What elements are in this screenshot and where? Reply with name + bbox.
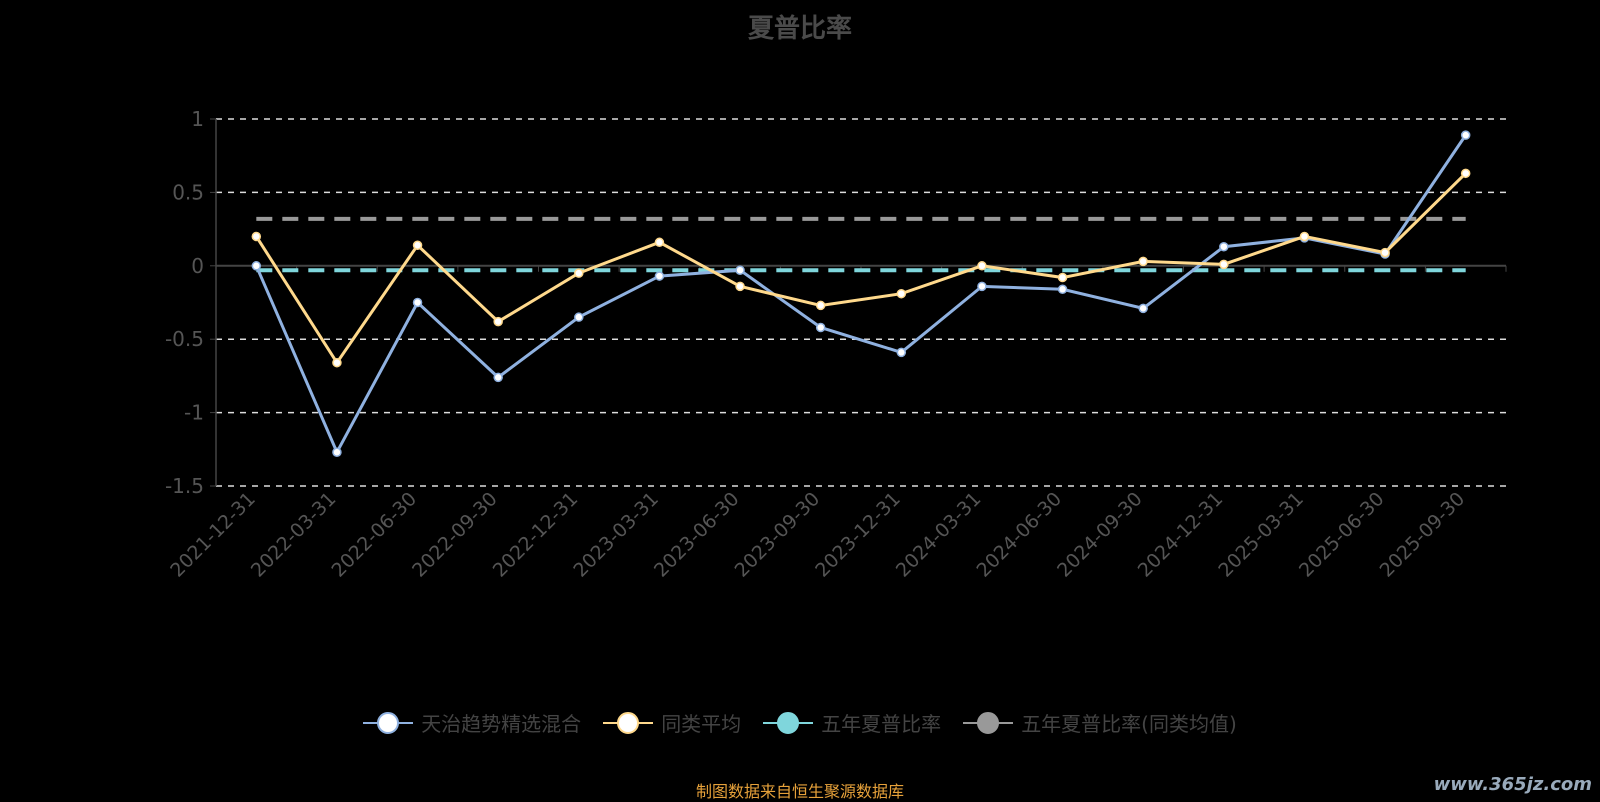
data-point xyxy=(574,268,584,278)
data-point xyxy=(493,372,503,383)
data-point xyxy=(412,240,423,250)
watermark: www.365jz.com xyxy=(1433,774,1592,795)
data-point xyxy=(1460,130,1471,140)
data-point xyxy=(896,288,907,299)
legend-item[interactable]: 同类平均 xyxy=(603,708,741,737)
legend-label: 同类平均 xyxy=(661,712,742,736)
legend-marker-icon xyxy=(763,711,814,734)
x-tick-label: 2021-12-31 xyxy=(166,488,260,582)
y-tick-label: 0 xyxy=(191,254,204,278)
x-tick-label: 2022-06-30 xyxy=(327,488,421,582)
data-point xyxy=(815,322,826,333)
x-tick-label: 2022-03-31 xyxy=(247,488,341,582)
y-tick-label: -1.5 xyxy=(165,474,204,498)
x-tick-label: 2025-09-30 xyxy=(1376,488,1470,582)
data-point xyxy=(977,261,987,271)
data-point xyxy=(896,347,907,358)
series-line xyxy=(255,172,1467,366)
x-tick-label: 2023-09-30 xyxy=(731,488,825,582)
x-tick-label: 2022-12-31 xyxy=(489,488,583,582)
y-tick-label: -0.5 xyxy=(165,327,204,351)
y-tick-label: -1 xyxy=(184,401,204,425)
x-tick-label: 2023-12-31 xyxy=(811,488,905,582)
data-point xyxy=(1460,168,1471,179)
data-point xyxy=(1138,256,1148,267)
data-point xyxy=(1219,259,1229,270)
x-tick-label: 2023-03-31 xyxy=(569,488,663,582)
y-tick-label: 0.5 xyxy=(172,180,204,204)
data-point xyxy=(251,261,262,271)
x-tick-label: 2025-06-30 xyxy=(1295,488,1389,582)
legend-marker-icon xyxy=(603,711,654,734)
legend-label: 天治趋势精选混合 xyxy=(421,712,582,736)
sharpe-ratio-chart: 10.50-0.5-1-1.52021-12-312022-03-312022-… xyxy=(165,107,1507,582)
legend-item[interactable]: 天治趋势精选混合 xyxy=(363,708,581,737)
data-point xyxy=(1057,272,1068,283)
legend: 天治趋势精选混合 同类平均 五年夏普比率 五年夏普比率(同类均值) xyxy=(0,708,1600,737)
x-tick-label: 2022-09-30 xyxy=(408,488,502,582)
data-point xyxy=(1057,284,1068,295)
x-tick-label: 2024-06-30 xyxy=(972,488,1066,582)
y-tick-label: 1 xyxy=(191,107,204,131)
data-point xyxy=(654,237,665,248)
data-point xyxy=(977,281,987,292)
x-tick-label: 2024-03-31 xyxy=(892,488,986,582)
x-tick-label: 2023-06-30 xyxy=(650,488,744,582)
legend-item[interactable]: 五年夏普比率 xyxy=(763,708,941,737)
data-point xyxy=(1138,303,1148,314)
legend-marker-icon xyxy=(963,711,1014,734)
data-point xyxy=(735,281,745,292)
data-point xyxy=(654,271,665,281)
data-source-footer: 制图数据来自恒生聚源数据库 xyxy=(695,782,904,801)
data-point xyxy=(1219,241,1229,252)
data-point xyxy=(493,316,503,327)
x-tick-label: 2024-09-30 xyxy=(1053,488,1147,582)
x-tick-label: 2024-12-31 xyxy=(1134,488,1228,582)
data-point xyxy=(412,297,423,308)
data-point xyxy=(735,265,745,275)
legend-item[interactable]: 五年夏普比率(同类均值) xyxy=(963,708,1237,737)
legend-label: 五年夏普比率(同类均值) xyxy=(1021,712,1237,736)
legend-label: 五年夏普比率 xyxy=(821,712,942,736)
chart-title: 夏普比率 xyxy=(747,14,852,44)
data-point xyxy=(815,300,826,311)
legend-marker-icon xyxy=(363,711,414,734)
series-line xyxy=(254,134,1467,456)
data-point xyxy=(251,231,262,242)
data-point xyxy=(332,357,342,368)
data-point xyxy=(574,312,584,322)
x-tick-label: 2025-03-31 xyxy=(1214,488,1308,582)
data-point xyxy=(1299,231,1310,242)
data-point xyxy=(1380,247,1390,258)
data-point xyxy=(332,447,342,457)
